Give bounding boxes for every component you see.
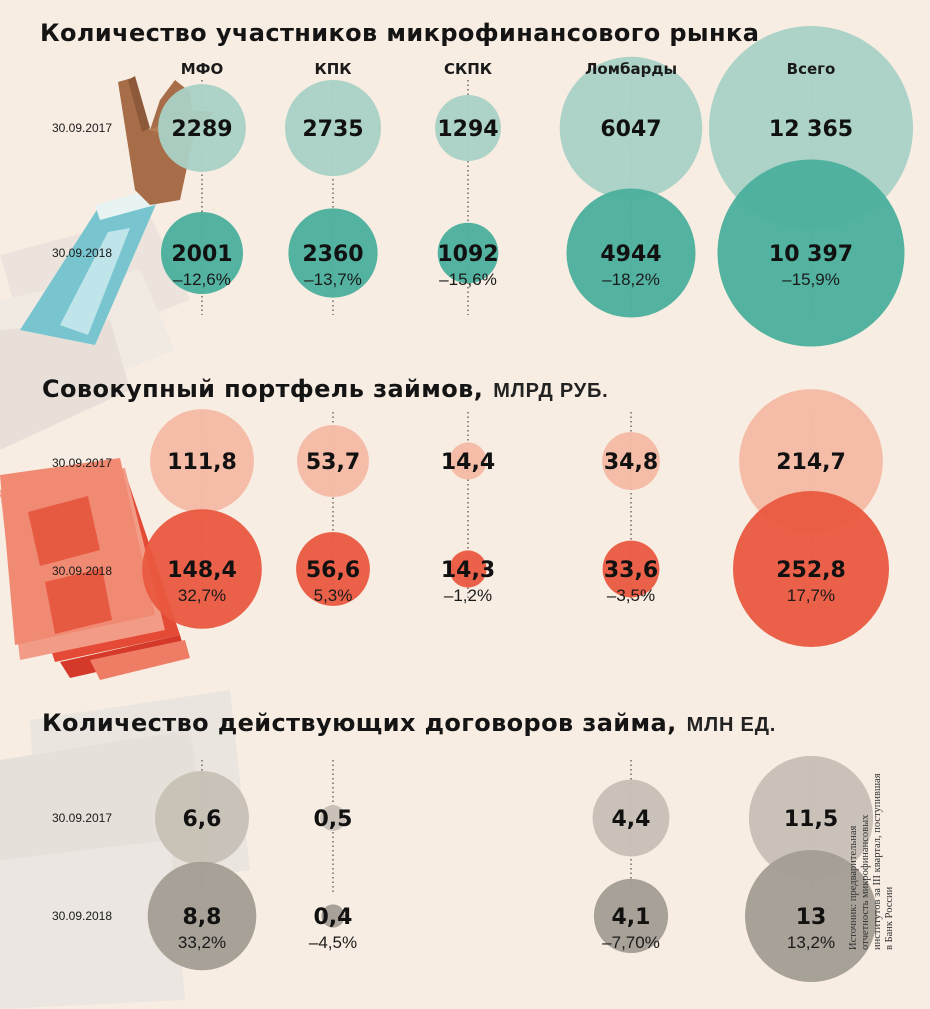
change-label-1-lombardy: –18,2% [602,270,660,289]
change-label-3-lombardy: –7,70% [602,933,660,952]
bubble-2-total-2 [733,491,889,647]
bubble-1-total-2 [717,159,905,347]
column-header-skpk: СКПК [444,60,493,78]
value-label-1-skpk-2: 1092 [437,242,498,267]
column-header-lombardy: Ломбарды [585,60,677,78]
bubbles-layer [142,26,913,982]
bubble-2-lombardy-1 [602,432,660,490]
column-guide-lines [201,80,812,895]
value-label-2-kpk-2: 56,6 [306,558,360,583]
value-label-1-lombardy-1: 6047 [600,117,661,142]
bubble-1-skpk-2 [437,222,499,284]
bubble-2-skpk-1 [449,442,487,480]
bubble-3-kpk-1 [320,805,346,831]
value-label-3-mfo-1: 6,6 [183,807,222,832]
change-label-1-mfo: –12,6% [173,270,231,289]
value-label-2-skpk-1: 14,4 [441,450,495,475]
value-label-3-lombardy-2: 4,1 [612,905,651,930]
value-label-1-total-1: 12 365 [769,117,853,142]
section-title-portfolio: Совокупный портфель займов, МЛРД РУБ. [42,375,609,403]
bubble-3-mfo-2 [147,861,257,971]
svg-text:Источник: предварительная: Источник: предварительная [848,826,859,950]
value-label-2-kpk-1: 53,7 [306,450,360,475]
bubble-2-total-1 [739,389,883,533]
change-label-2-total: 17,7% [787,586,835,605]
change-label-2-lombardy: –3,5% [607,586,655,605]
row-label-1-1: 30.09.2017 [52,121,112,135]
bubble-1-kpk-1 [285,80,381,176]
bubble-1-lombardy-1 [559,56,703,200]
value-label-3-kpk-1: 0,5 [314,807,353,832]
value-label-1-lombardy-2: 4944 [600,242,661,267]
bubble-1-kpk-2 [288,208,378,298]
value-label-1-skpk-1: 1294 [437,117,498,142]
section-title-contracts: Количество действующих договоров займа, М… [42,709,776,737]
value-label-1-kpk-1: 2735 [302,117,363,142]
value-label-2-mfo-2: 148,4 [167,558,237,583]
value-label-3-kpk-2: 0,4 [314,905,353,930]
value-label-2-lombardy-1: 34,8 [604,450,658,475]
change-label-2-skpk: –1,2% [444,586,492,605]
section-title-participants: Количество участников микрофинансового р… [40,19,759,47]
change-label-2-mfo: 32,7% [178,586,226,605]
bubble-1-mfo-2 [161,212,243,294]
bubble-3-total-2 [745,850,877,982]
value-label-1-kpk-2: 2360 [302,242,363,267]
source-note: Источник: предварительная отчетность мик… [848,773,895,950]
value-label-3-total-1: 11,5 [784,807,838,832]
column-header-total: Всего [787,60,836,78]
labels-layer: МФО КПК СКПК Ломбарды Всего 30.09.2017 2289 273… [52,60,853,952]
change-label-3-total: 13,2% [787,933,835,952]
value-label-2-total-2: 252,8 [776,558,846,583]
value-label-2-skpk-2: 14,3 [441,558,495,583]
row-label-3-1: 30.09.2017 [52,811,112,825]
bubble-2-kpk-1 [297,425,369,497]
change-label-1-total: –15,9% [782,270,840,289]
value-label-3-lombardy-1: 4,4 [612,807,651,832]
column-header-kpk: КПК [314,60,352,78]
bubble-3-lombardy-2 [593,878,669,954]
value-label-2-lombardy-2: 33,6 [604,558,658,583]
books-illustration [0,458,190,680]
bubble-3-lombardy-1 [592,779,670,857]
change-label-1-skpk: –15,6% [439,270,497,289]
value-label-1-mfo-1: 2289 [171,117,232,142]
bubble-3-kpk-2 [321,904,345,928]
bubble-2-lombardy-2 [602,540,660,598]
bubble-1-skpk-1 [435,95,501,161]
bubble-2-skpk-2 [449,550,487,588]
value-label-3-total-2: 13 [796,905,827,930]
bubble-1-mfo-1 [158,84,246,172]
value-label-2-total-1: 214,7 [776,450,846,475]
bubble-2-mfo-2 [142,509,262,629]
bubble-1-lombardy-2 [566,188,696,318]
value-label-2-mfo-1: 111,8 [167,450,237,475]
row-label-2-2: 30.09.2018 [52,564,112,578]
row-label-3-2: 30.09.2018 [52,909,112,923]
change-label-1-kpk: –13,7% [304,270,362,289]
value-label-1-total-2: 10 397 [769,242,853,267]
value-label-1-mfo-2: 2001 [171,242,232,267]
row-label-2-1: 30.09.2017 [52,456,112,470]
bubble-3-mfo-1 [155,771,249,865]
svg-text:институтов за III квартал, пос: институтов за III квартал, поступившая [872,773,883,950]
row-label-1-2: 30.09.2018 [52,246,112,260]
svg-text:отчетность микрофинансовых: отчетность микрофинансовых [860,814,871,950]
svg-text:в Банк России: в Банк России [884,886,895,950]
change-label-2-kpk: 5,3% [314,586,353,605]
change-label-3-mfo: 33,2% [178,933,226,952]
column-header-mfo: МФО [181,60,224,78]
value-label-3-mfo-2: 8,8 [183,905,222,930]
bubble-2-kpk-2 [296,532,370,606]
change-label-3-kpk: –4,5% [309,933,357,952]
bubble-2-mfo-1 [150,409,254,513]
bubble-3-total-1 [748,755,874,881]
